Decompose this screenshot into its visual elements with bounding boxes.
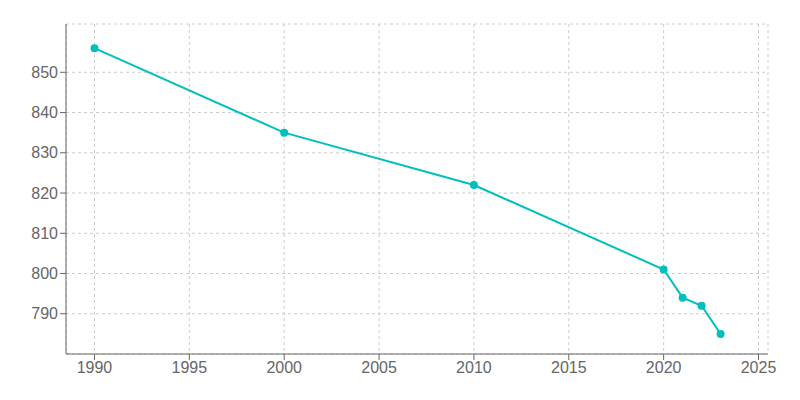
svg-text:2010: 2010 — [456, 359, 492, 376]
svg-text:1990: 1990 — [77, 359, 113, 376]
svg-text:810: 810 — [31, 225, 58, 242]
svg-text:2015: 2015 — [551, 359, 587, 376]
svg-text:800: 800 — [31, 265, 58, 282]
svg-text:830: 830 — [31, 144, 58, 161]
svg-text:2025: 2025 — [741, 359, 777, 376]
svg-text:850: 850 — [31, 64, 58, 81]
svg-text:840: 840 — [31, 104, 58, 121]
svg-text:1995: 1995 — [172, 359, 208, 376]
svg-text:820: 820 — [31, 185, 58, 202]
svg-text:2005: 2005 — [361, 359, 397, 376]
svg-text:2020: 2020 — [646, 359, 682, 376]
svg-text:790: 790 — [31, 305, 58, 322]
svg-text:2000: 2000 — [266, 359, 302, 376]
